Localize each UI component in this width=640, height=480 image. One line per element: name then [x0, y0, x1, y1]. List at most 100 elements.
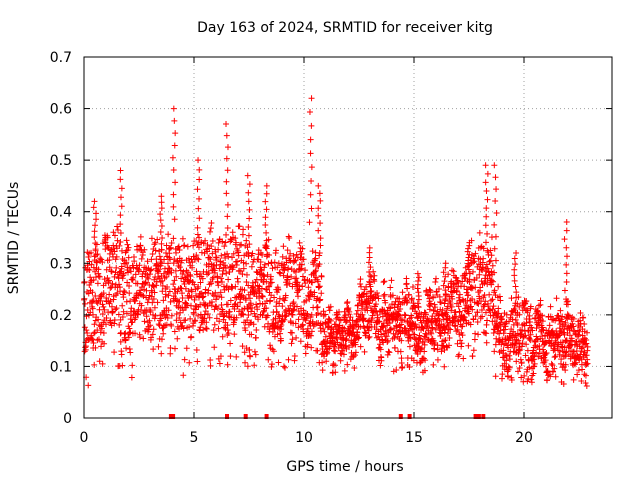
data-point [342, 312, 349, 319]
data-point [145, 275, 152, 282]
data-point [211, 321, 218, 328]
data-point [455, 279, 462, 286]
data-point [118, 185, 125, 192]
data-point [280, 363, 287, 370]
data-point [418, 344, 425, 351]
data-point [368, 273, 375, 280]
data-point [218, 294, 225, 301]
data-point [380, 279, 387, 286]
data-point [552, 373, 559, 380]
data-point [562, 319, 569, 326]
data-point [513, 358, 520, 365]
data-point [240, 265, 247, 272]
data-point [215, 239, 222, 246]
data-point [303, 297, 310, 304]
data-point [103, 314, 110, 321]
data-point [248, 331, 255, 338]
data-point [123, 259, 130, 266]
data-point [218, 252, 225, 259]
data-point [460, 355, 467, 362]
data-point [562, 367, 569, 374]
data-point [456, 351, 463, 358]
data-point [566, 332, 573, 339]
data-point [366, 244, 373, 251]
data-point [299, 283, 306, 290]
data-point [103, 321, 109, 328]
data-point [542, 357, 549, 364]
data-point [315, 284, 322, 291]
data-point [171, 328, 178, 335]
data-point [249, 305, 256, 312]
data-point [94, 280, 101, 287]
data-point [302, 350, 309, 357]
data-point [470, 259, 477, 266]
data-point [458, 343, 465, 350]
data-point [431, 301, 438, 308]
data-point [171, 117, 178, 124]
data-point [399, 364, 406, 371]
data-point [251, 362, 258, 369]
data-point [369, 312, 376, 319]
data-point [250, 321, 257, 328]
data-point [298, 265, 305, 272]
data-point [106, 256, 113, 263]
zero-flags [168, 414, 486, 419]
data-point [238, 241, 245, 248]
data-point [383, 333, 390, 340]
data-point [523, 368, 530, 375]
data-point [469, 353, 476, 360]
data-point [577, 317, 584, 324]
data-point [465, 310, 472, 317]
data-point [167, 345, 174, 352]
data-point [108, 268, 115, 275]
data-point [213, 254, 220, 261]
data-point [255, 316, 262, 323]
data-point [415, 304, 422, 311]
data-point [490, 303, 497, 310]
data-point [158, 205, 165, 212]
data-point [397, 348, 404, 355]
data-point [401, 317, 408, 324]
data-point [330, 361, 337, 368]
data-point [123, 310, 130, 317]
data-point [577, 310, 584, 317]
data-point [297, 266, 304, 273]
data-point [295, 324, 302, 331]
data-point [88, 249, 95, 256]
data-point [248, 308, 255, 315]
data-point [179, 290, 186, 297]
data-point [104, 234, 111, 241]
data-point [207, 228, 214, 235]
data-point [193, 347, 200, 354]
data-point [170, 203, 177, 210]
data-point [428, 324, 435, 331]
data-point [454, 326, 461, 333]
data-point [281, 297, 288, 304]
data-point [245, 249, 252, 256]
data-point [91, 330, 98, 337]
data-point [456, 291, 463, 298]
data-point [415, 340, 422, 347]
data-point [149, 250, 156, 257]
data-point [416, 274, 423, 281]
data-point [306, 109, 313, 116]
data-point [294, 279, 301, 286]
data-point [198, 290, 205, 297]
data-point [160, 323, 167, 330]
data-point [396, 295, 403, 302]
data-point [149, 299, 156, 306]
data-point [273, 247, 280, 254]
data-point [213, 296, 219, 303]
data-point [261, 261, 268, 268]
data-point [89, 305, 96, 312]
data-point [166, 288, 173, 295]
data-point [92, 293, 99, 300]
data-point [159, 288, 166, 295]
data-point [457, 337, 464, 344]
data-point [321, 328, 328, 335]
data-point [465, 292, 472, 299]
data-point [548, 360, 555, 367]
data-point [258, 266, 265, 273]
data-point [226, 308, 233, 315]
data-point [308, 95, 315, 102]
